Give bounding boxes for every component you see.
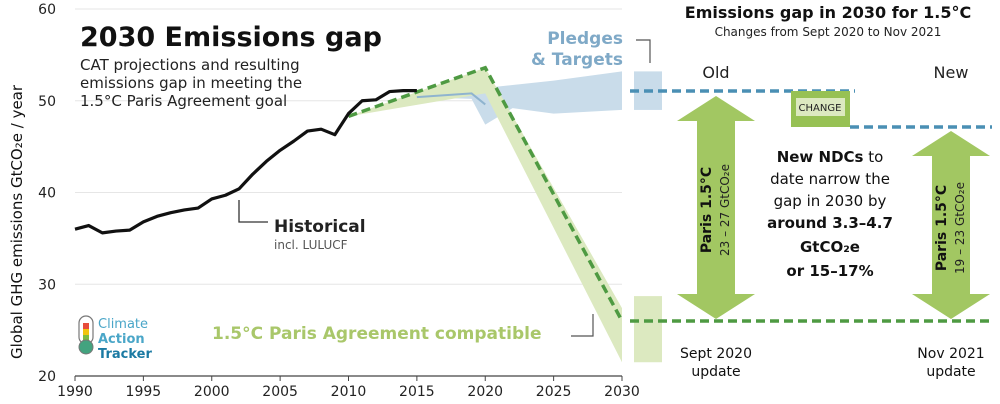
ndc-line-3: gap in 2030 by [774,192,887,210]
new-column-label: New [934,63,969,82]
old-arrow-range: 23 – 27 GtCO₂e [718,164,732,256]
logo-text-2: Action [98,332,145,347]
x-tick-label: 2015 [399,384,435,400]
new-gap-arrow [912,131,990,319]
y-tick-label: 20 [38,369,56,385]
subtitle-line-2: emissions gap in meeting the [80,74,302,92]
new-arrow-title: Paris 1.5°C [934,185,950,271]
subtitle-line-3: 1.5°C Paris Agreement goal [80,92,287,110]
historical-leader-line [238,200,268,223]
ndc-line-6: or 15–17% [786,262,873,280]
y-tick-label: 30 [38,277,56,293]
paris-label: 1.5°C Paris Agreement compatible [212,324,541,344]
chart-title: 2030 Emissions gap [80,22,382,53]
x-tick-label: 2000 [194,384,230,400]
y-axis-label: Global GHG emissions GtCO₂e / year [8,84,26,359]
old-arrow-title: Paris 1.5°C [699,167,715,253]
pledges-label-line-2: & Targets [531,50,623,70]
change-label: CHANGE [799,103,842,114]
historical-label: Historical [274,217,366,237]
new-arrow-range: 19 – 23 GtCO₂e [953,182,967,274]
x-tick-label: 1995 [126,384,162,400]
x-tick-label: 2010 [331,384,367,400]
paris-2030-range [634,296,662,363]
historical-line [74,89,417,235]
logo-text-1: Climate [98,317,148,332]
pledges-line [416,92,486,106]
climate-action-tracker-logo: Climate Action Tracker [78,315,152,362]
old-update-line-2: update [691,364,740,380]
x-tick-label: 2030 [604,384,640,400]
paris-leader-line [571,314,594,337]
x-tick-label: 2020 [467,384,503,400]
x-tick-label: 2005 [262,384,298,400]
right-panel: Emissions gap in 2030 for 1.5°C Changes … [630,3,992,380]
y-tick-label: 50 [38,94,56,110]
ndc-line-4: around 3.3–4.7 [767,214,893,232]
pledges-leader-line [636,39,651,63]
old-column-label: Old [702,63,729,82]
pledges-band [416,71,622,125]
right-panel-subtitle: Changes from Sept 2020 to Nov 2021 [715,25,942,39]
new-update-line-1: Nov 2021 [917,346,984,362]
right-panel-title: Emissions gap in 2030 for 1.5°C [685,3,971,22]
subtitle-line-1: CAT projections and resulting [80,56,300,74]
old-gap-arrow [677,96,755,319]
ndc-line-2: date narrow the [770,170,890,188]
x-tick-label: 2025 [536,384,572,400]
historical-sub-label: incl. LULUCF [274,238,348,252]
x-tick-label: 1990 [57,384,93,400]
paris-dashed-line-series [347,65,624,322]
paris-band [348,67,622,363]
y-tick-label: 40 [38,186,56,202]
new-update-line-2: update [926,364,975,380]
pledges-label-line-1: Pledges [547,29,623,49]
y-tick-label: 60 [38,2,56,18]
old-update-line-1: Sept 2020 [680,346,752,362]
ndc-line-5: GtCO₂e [800,238,860,256]
ndc-line-1: New NDCs to [777,148,884,166]
plot-area [74,65,662,363]
logo-text-3: Tracker [98,347,152,362]
